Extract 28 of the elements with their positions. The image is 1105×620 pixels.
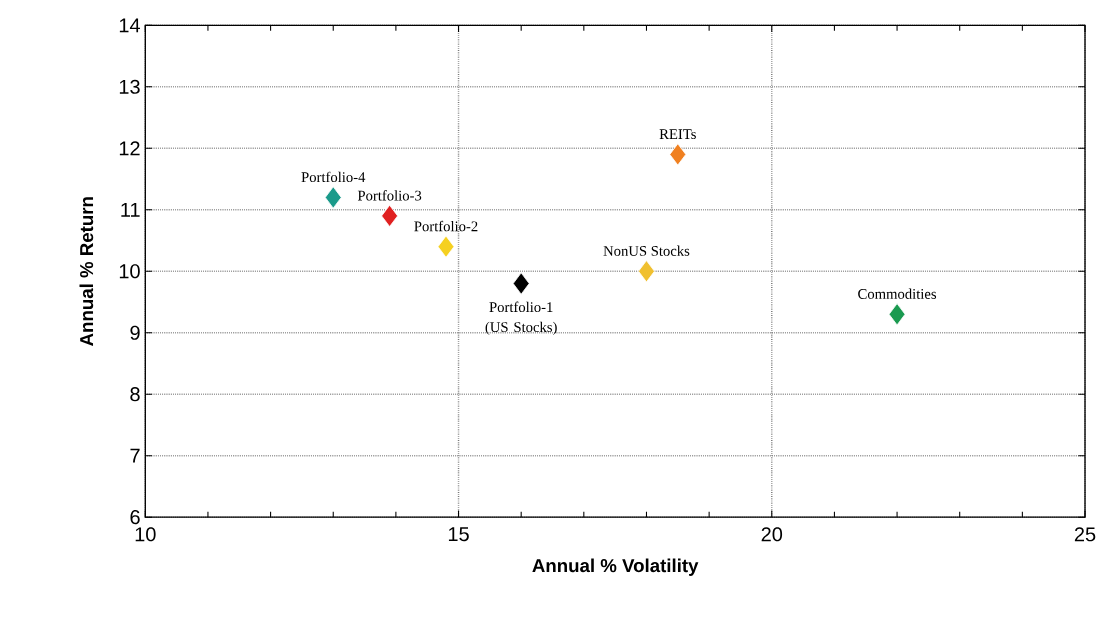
y-axis-title: Annual % Return xyxy=(79,197,94,347)
point xyxy=(381,204,399,228)
y-tick-label: 6 xyxy=(130,510,140,525)
y-tick-label: 12 xyxy=(119,141,140,156)
point xyxy=(437,235,455,258)
point xyxy=(324,186,342,209)
x-axis-title: Annual % Volatility xyxy=(532,558,699,576)
series-label: NonUS Stocks xyxy=(603,245,690,256)
x-tick-label: 20 xyxy=(761,527,783,542)
series-label: Commodities xyxy=(858,288,937,299)
point xyxy=(512,272,530,295)
y-tick-label: 11 xyxy=(121,202,140,217)
point xyxy=(888,303,906,326)
point xyxy=(638,260,655,283)
y-tick-label: 7 xyxy=(130,448,140,463)
series-label: Portfolio-3 xyxy=(357,190,422,201)
y-tick-label: 10 xyxy=(119,264,140,279)
series-label: Portfolio-4 xyxy=(301,171,366,183)
y-tick-label: 14 xyxy=(119,18,140,33)
x-tick-label: 15 xyxy=(448,527,469,542)
point xyxy=(669,143,687,166)
series-label: Portfolio-1 (US Stocks) xyxy=(485,301,557,336)
y-tick-label: 9 xyxy=(130,325,140,340)
y-tick-label: 13 xyxy=(119,79,140,94)
y-tick-label: 8 xyxy=(130,387,140,402)
series-label: Portfolio-2 xyxy=(414,220,478,232)
series-label: REITs xyxy=(659,129,696,140)
x-tick-label: 25 xyxy=(1074,527,1096,542)
